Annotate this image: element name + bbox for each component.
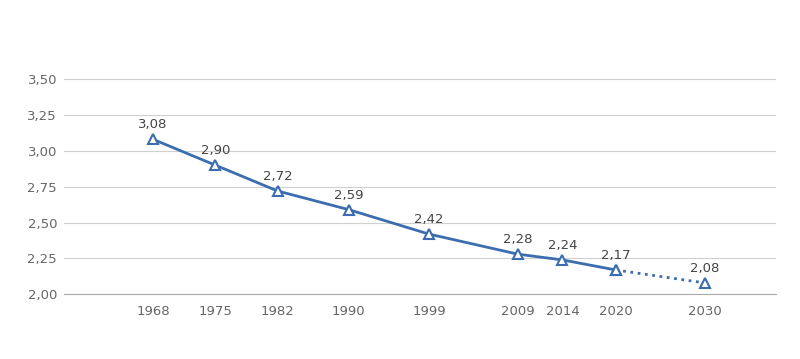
Text: 2,42: 2,42 [414, 213, 444, 226]
Text: 2,28: 2,28 [503, 233, 533, 246]
Text: 2,17: 2,17 [601, 249, 630, 262]
Text: 2,59: 2,59 [334, 189, 363, 202]
Text: 2,90: 2,90 [201, 144, 230, 157]
Text: 2,08: 2,08 [690, 262, 719, 275]
Text: 3,08: 3,08 [138, 118, 168, 131]
Text: 2,72: 2,72 [262, 170, 293, 183]
Text: 2,24: 2,24 [548, 239, 577, 252]
